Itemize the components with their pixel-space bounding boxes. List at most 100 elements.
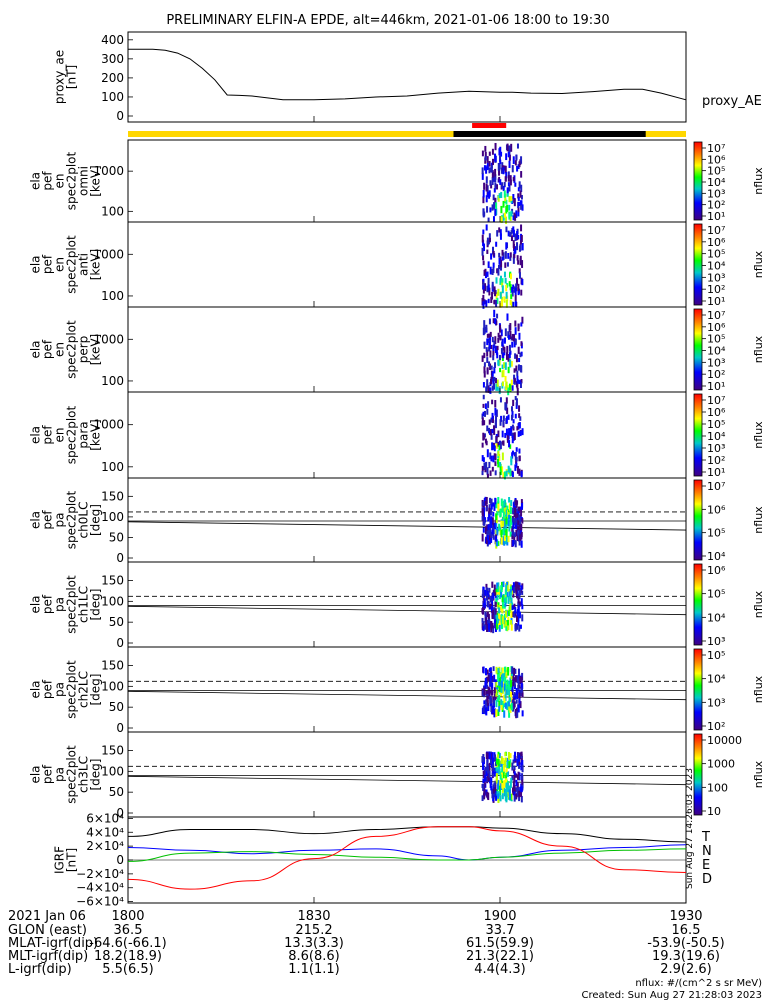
pa-ch2-bin <box>506 679 509 685</box>
spec-omni-bin <box>502 167 505 175</box>
spec-perp-bin <box>504 328 507 337</box>
pa-ch3-bin <box>497 783 500 790</box>
spec-perp-bin <box>510 384 513 391</box>
pa-ch3-bin <box>489 752 492 760</box>
pa-ch2-bin <box>514 675 517 683</box>
pa-ch3-colorbar-scale <box>693 733 703 816</box>
spec-omni-bin <box>520 156 523 164</box>
spec-anti-bin <box>510 235 513 242</box>
spec-perp-bin <box>507 331 510 338</box>
pa-ch0-bin <box>516 508 519 513</box>
spec-perp-bin <box>494 345 497 354</box>
spec-omni-bin <box>503 182 506 188</box>
spec-omni-bin <box>515 155 518 160</box>
pa-ch2-bin <box>483 700 486 705</box>
pa-ch0-bin <box>508 526 511 532</box>
pa-ch3-bin <box>505 793 508 801</box>
spec-para-bin <box>501 452 504 461</box>
spec-anti-bin <box>509 232 512 237</box>
spec-omni-frame <box>127 139 687 223</box>
pa-ch0-bin <box>494 497 497 505</box>
pa-ch2-bin <box>508 688 511 696</box>
spec-omni-bin <box>497 195 500 202</box>
spec-anti-bin <box>509 284 512 291</box>
pa-ch3-bin <box>498 791 501 797</box>
pa-ch0-bin <box>484 526 487 535</box>
pa-ch1-bin <box>482 605 485 611</box>
pa-ch0-bin <box>500 537 503 543</box>
pa-ch0-bin <box>514 509 517 517</box>
spec-perp-bin <box>497 337 500 343</box>
spec-anti-bin <box>499 233 502 240</box>
spec-para-bin <box>482 457 485 462</box>
pa-ch1-bin <box>518 582 521 588</box>
pa-ch2-bin <box>516 710 519 718</box>
spec-para-bin <box>521 428 524 436</box>
pa-ch0-bin <box>507 535 510 543</box>
pa-ch1-bin <box>511 605 514 611</box>
spec-anti-bin <box>504 277 507 284</box>
pa-ch3-bin <box>482 754 485 762</box>
pa-ch1-bin <box>481 593 484 598</box>
spec-omni-bin <box>508 196 511 203</box>
pa-ch1-bin <box>517 597 520 604</box>
pa-ch1-bin <box>519 624 522 629</box>
spec-anti-bin <box>500 275 503 284</box>
spec-para-bin <box>514 452 517 460</box>
pa-ch1-bin <box>509 603 512 611</box>
igrf-legend-E: E <box>702 858 710 873</box>
igrf-ytick-label: 6×10⁴ <box>86 811 124 825</box>
spec-para-ylabel-line: pef <box>41 425 55 445</box>
spec-anti-bin <box>491 291 494 300</box>
pa-ch1-bin <box>514 581 517 587</box>
spec-anti-bin <box>487 239 490 245</box>
spec-para-ylabel-line: spec2plot <box>65 405 79 464</box>
footer-row-label: GLON (east) <box>8 923 87 938</box>
spec-omni-bin <box>494 142 497 151</box>
pa-ch0-bin <box>490 498 493 505</box>
spec-anti-bin <box>501 256 504 261</box>
pa-ch3-bin <box>513 774 516 783</box>
proxy-ae-series-label: proxy_AE <box>702 94 762 109</box>
pa-ch1-bin <box>506 585 509 592</box>
pa-ch3-bin <box>499 774 502 780</box>
spec-anti-bin <box>517 289 520 296</box>
spec-omni-colorbar-tick-label: 10³ <box>707 187 725 200</box>
spec-perp-colorbar-tick-label: 10¹ <box>707 380 725 393</box>
pa-ch3-bin <box>518 794 521 802</box>
pa-ch3-bin <box>505 788 508 796</box>
pa-ch0-bin <box>486 530 489 538</box>
spec-para-bin <box>482 411 485 417</box>
spec-para-bin <box>503 471 506 480</box>
spec-para-bin <box>481 417 484 422</box>
pa-ch1-bin <box>484 611 487 616</box>
pa-ch3-bin <box>506 757 509 764</box>
spec-omni-bin <box>507 182 510 187</box>
spec-anti-bin <box>486 249 489 254</box>
spec-omni-bin <box>484 145 487 152</box>
pa-ch2-bin <box>514 693 517 700</box>
pa-ch1-bin <box>484 589 487 596</box>
spec-anti-bin <box>489 266 492 275</box>
pa-ch0-bin <box>489 508 492 516</box>
spec-omni-bin <box>492 216 495 222</box>
spec-perp-bin <box>493 362 496 368</box>
spec-para-bin <box>488 419 491 425</box>
spec-para-bin <box>495 409 498 417</box>
pa-ch0-bin <box>496 527 499 536</box>
pa-ch2-bin <box>492 696 495 703</box>
spec-para-bin <box>517 431 520 437</box>
spec-para-colorbar-scale <box>693 393 703 477</box>
spec-perp-bin <box>501 338 504 347</box>
pa-ch0-bin <box>516 535 519 541</box>
pa-ch2-frame <box>127 646 687 733</box>
footer-row-label: MLAT-igrf(dip) <box>8 936 98 951</box>
spec-anti-bin <box>514 294 517 301</box>
spec-omni-colorbar-tick-label: 10⁴ <box>707 176 726 189</box>
pa-ch3-bin <box>487 792 490 801</box>
spec-omni-bin <box>492 194 495 201</box>
pa-ch2-bin <box>487 674 490 682</box>
spec-anti-bin <box>504 262 507 268</box>
pa-ch1-bin <box>513 586 516 593</box>
